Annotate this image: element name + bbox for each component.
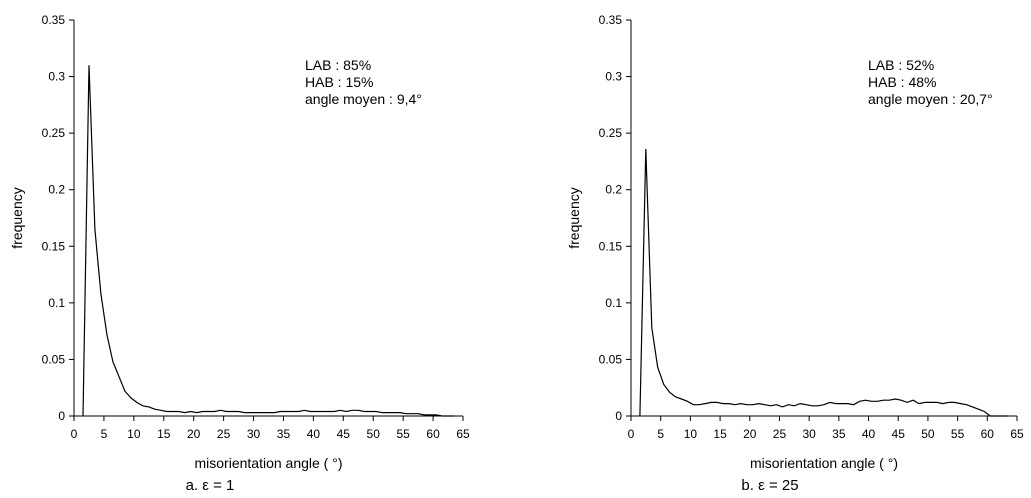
y-tick-label: 0.05 <box>42 352 66 366</box>
y-tick-label: 0.35 <box>599 13 623 27</box>
y-tick-label: 0.2 <box>48 183 65 197</box>
y-tick-label: 0.3 <box>48 70 65 84</box>
x-tick-label: 5 <box>657 427 664 441</box>
x-tick-label: 0 <box>628 427 635 441</box>
x-tick-label: 5 <box>101 427 108 441</box>
x-tick-label: 60 <box>981 427 995 441</box>
y-tick-label: 0 <box>58 409 65 423</box>
x-tick-label: 60 <box>426 427 440 441</box>
x-tick-label: 65 <box>456 427 470 441</box>
y-axis-label: frequency <box>9 187 25 248</box>
y-tick-label: 0.05 <box>599 352 623 366</box>
y-tick-label: 0.3 <box>605 70 622 84</box>
annotation-text: angle moyen : 9,4° <box>305 91 422 107</box>
y-tick-label: 0.2 <box>605 183 622 197</box>
annotation-text: angle moyen : 20,7° <box>868 91 993 107</box>
x-tick-label: 15 <box>713 427 727 441</box>
x-tick-label: 50 <box>367 427 381 441</box>
series-line <box>639 148 1009 417</box>
y-tick-label: 0.25 <box>42 126 66 140</box>
y-tick-label: 0.15 <box>599 239 623 253</box>
x-tick-label: 40 <box>862 427 876 441</box>
x-tick-label: 25 <box>773 427 787 441</box>
x-tick-label: 40 <box>307 427 321 441</box>
x-tick-label: 25 <box>217 427 231 441</box>
x-axis-label: misorientation angle ( °) <box>195 455 343 471</box>
x-tick-label: 0 <box>71 427 78 441</box>
y-tick-label: 0.15 <box>42 239 66 253</box>
x-tick-label: 10 <box>127 427 141 441</box>
x-tick-label: 35 <box>832 427 846 441</box>
x-tick-label: 50 <box>921 427 935 441</box>
annotation-text: HAB : 15% <box>305 74 373 90</box>
y-tick-label: 0.1 <box>605 296 622 310</box>
x-tick-label: 10 <box>684 427 698 441</box>
x-axis-label: misorientation angle ( °) <box>750 455 898 471</box>
x-tick-label: 30 <box>247 427 261 441</box>
x-tick-label: 45 <box>337 427 351 441</box>
y-tick-label: 0 <box>615 409 622 423</box>
y-tick-label: 0.1 <box>48 296 65 310</box>
x-tick-label: 55 <box>396 427 410 441</box>
annotation-text: HAB : 48% <box>868 74 936 90</box>
x-tick-label: 20 <box>743 427 757 441</box>
x-tick-label: 15 <box>157 427 171 441</box>
x-tick-label: 35 <box>277 427 291 441</box>
x-tick-label: 20 <box>187 427 201 441</box>
y-tick-label: 0.35 <box>42 13 66 27</box>
chart-caption: a. ε = 1 <box>186 477 235 494</box>
x-tick-label: 65 <box>1010 427 1024 441</box>
x-tick-label: 30 <box>802 427 816 441</box>
y-axis-label: frequency <box>566 187 582 248</box>
chart-panel-b: 0 0.05 0.1 0.15 0.2 0.25 0.3 0.35 0 5 10 15 20 25 30 35… <box>566 13 1024 494</box>
y-tick-label: 0.25 <box>599 126 623 140</box>
series-line <box>82 65 454 417</box>
annotation-text: LAB : 85% <box>305 57 371 73</box>
x-tick-label: 55 <box>951 427 965 441</box>
x-tick-label: 45 <box>892 427 906 441</box>
chart-caption: b. ε = 25 <box>741 477 798 494</box>
annotation-text: LAB : 52% <box>868 57 934 73</box>
chart-panel-a: 0 0.05 0.1 0.15 0.2 0.25 0.3 0.35 0 5 10 15 20 25 30 35… <box>9 13 470 494</box>
